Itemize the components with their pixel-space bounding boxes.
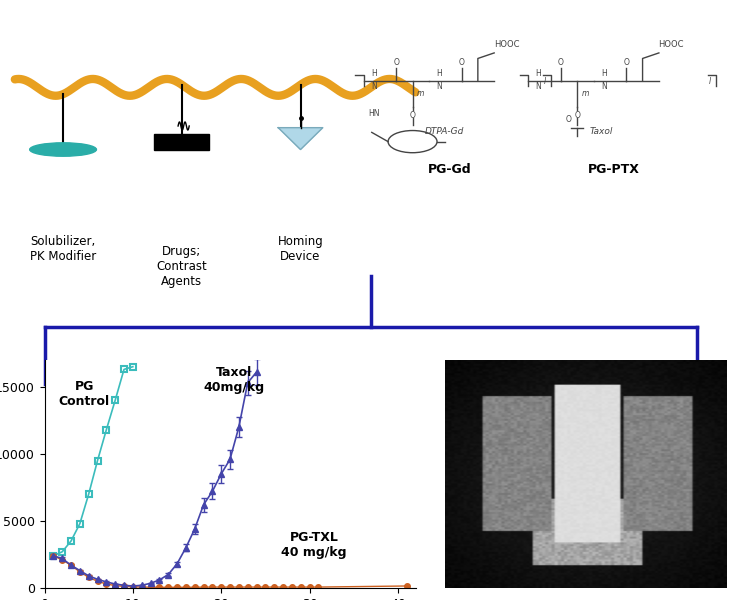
Text: l: l <box>709 77 711 86</box>
Text: PG-Gd: PG-Gd <box>427 163 471 176</box>
Text: PG-TXL
40 mg/kg: PG-TXL 40 mg/kg <box>281 531 347 559</box>
Text: N: N <box>536 82 542 91</box>
Text: H: H <box>371 69 377 78</box>
Text: HOOC: HOOC <box>658 40 684 49</box>
Text: H: H <box>601 69 607 78</box>
Text: PG-PTX: PG-PTX <box>588 163 640 176</box>
Text: HN: HN <box>369 109 380 118</box>
Text: O: O <box>565 115 571 124</box>
Text: O: O <box>574 111 580 120</box>
Text: PG
Control: PG Control <box>59 380 110 407</box>
Text: N: N <box>436 82 442 91</box>
Text: H: H <box>436 69 442 78</box>
Text: Solubilizer,
PK Modifier: Solubilizer, PK Modifier <box>30 235 96 263</box>
Text: l: l <box>544 77 546 86</box>
Polygon shape <box>278 128 323 149</box>
Text: Drugs;
Contrast
Agents: Drugs; Contrast Agents <box>157 245 207 288</box>
Text: O: O <box>410 111 416 120</box>
Text: O: O <box>459 58 464 67</box>
Bar <box>154 134 209 149</box>
Text: H: H <box>536 69 542 78</box>
Text: Taxol: Taxol <box>590 127 613 136</box>
Text: m: m <box>417 89 424 98</box>
Text: DTPA-Gd: DTPA-Gd <box>424 127 464 136</box>
Text: N: N <box>601 82 607 91</box>
Text: m: m <box>582 89 589 98</box>
Text: Taxol
40mg/kg: Taxol 40mg/kg <box>204 366 265 394</box>
Text: N: N <box>371 82 377 91</box>
Ellipse shape <box>30 143 96 156</box>
Text: O: O <box>623 58 629 67</box>
Text: HOOC: HOOC <box>493 40 519 49</box>
Text: Homing
Device: Homing Device <box>278 235 324 263</box>
Text: O: O <box>393 58 399 67</box>
Text: O: O <box>558 58 564 67</box>
